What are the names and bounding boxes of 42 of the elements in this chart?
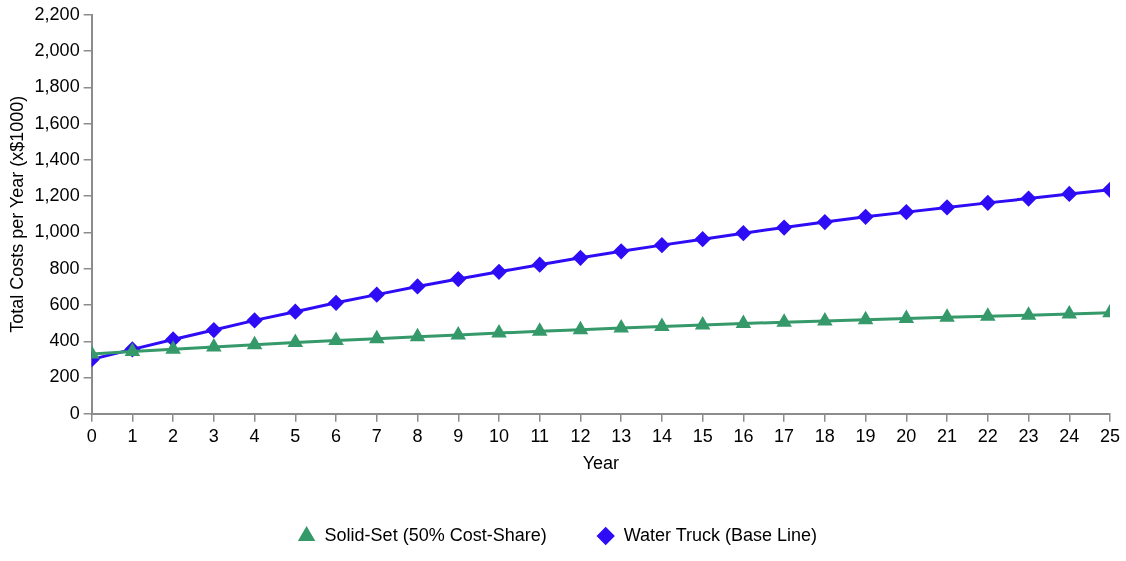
x-tick-label: 25 [1099, 425, 1121, 446]
y-tick-label: 1,600 [34, 112, 80, 133]
x-tick-label: 23 [1018, 425, 1039, 446]
x-tick-label: 24 [1059, 425, 1080, 446]
y-tick-label: 1,800 [34, 76, 80, 97]
x-tick-label: 9 [453, 425, 464, 446]
y-tick-label: 800 [49, 257, 80, 278]
y-tick-label: 2,000 [34, 40, 80, 61]
x-tick-label: 1 [127, 425, 138, 446]
x-axis-title: Year [582, 453, 620, 474]
y-tick-label: 600 [49, 293, 80, 314]
x-tick-label: 10 [488, 425, 509, 446]
x-tick-label: 19 [855, 425, 876, 446]
x-tick-label: 6 [331, 425, 342, 446]
x-tick-label: 4 [249, 425, 260, 446]
y-tick-label: 400 [49, 330, 80, 351]
y-tick-label: 1,200 [34, 185, 80, 206]
y-tick-label: 1,400 [34, 148, 80, 169]
x-tick-label: 20 [896, 425, 917, 446]
x-tick-label: 16 [733, 425, 754, 446]
x-tick-label: 12 [570, 425, 591, 446]
x-tick-label: 0 [86, 425, 97, 446]
x-tick-label: 7 [371, 425, 382, 446]
x-tick-label: 14 [651, 425, 672, 446]
x-tick-label: 8 [412, 425, 423, 446]
x-tick-label: 5 [290, 425, 301, 446]
x-tick-label: 3 [208, 425, 219, 446]
x-tick-label: 18 [814, 425, 835, 446]
y-tick-label: 1,000 [34, 221, 80, 242]
y-tick-label: 200 [49, 366, 80, 387]
x-tick-label: 22 [977, 425, 998, 446]
x-tick-label: 2 [168, 425, 179, 446]
y-tick-label: 2,200 [34, 3, 80, 24]
legend-label: Solid-Set (50% Cost-Share) [324, 524, 547, 545]
x-tick-label: 13 [611, 425, 632, 446]
legend-label: Water Truck (Base Line) [623, 524, 818, 545]
x-tick-label: 15 [692, 425, 713, 446]
y-axis-title: Total Costs per Year (x$1000) [6, 95, 27, 333]
x-tick-label: 11 [530, 425, 550, 446]
y-tick-label: 0 [69, 402, 80, 423]
x-tick-label: 17 [774, 425, 795, 446]
x-tick-label: 21 [937, 425, 958, 446]
